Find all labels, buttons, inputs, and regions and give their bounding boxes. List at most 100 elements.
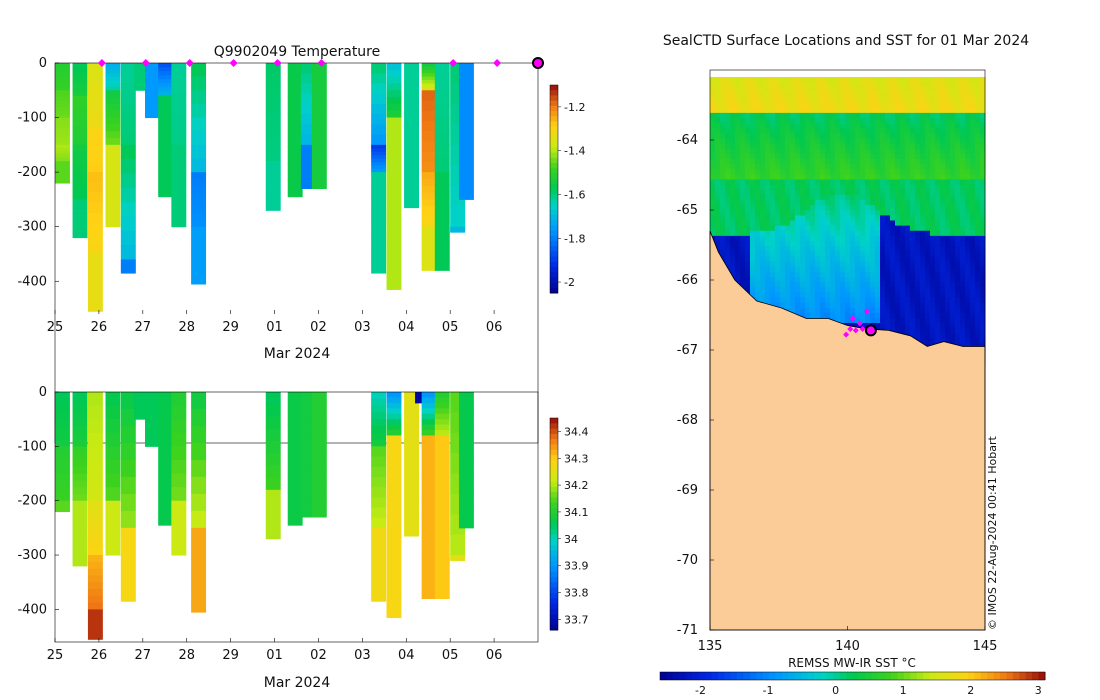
- sst-cell: [915, 189, 921, 196]
- sst-cell: [890, 251, 896, 257]
- profile-cell: [87, 527, 103, 536]
- sst-cell: [910, 128, 916, 134]
- profile-cell: [265, 502, 281, 509]
- sst-cell: [735, 194, 741, 201]
- sst-cell: [855, 169, 861, 175]
- profile-cell: [311, 485, 327, 502]
- colorbar-segment: [550, 183, 558, 190]
- sst-cell: [740, 87, 746, 93]
- sst-cell: [925, 246, 931, 252]
- sst-cell: [900, 302, 906, 309]
- sst-cell: [775, 82, 781, 88]
- profile-cell: [145, 412, 160, 420]
- colorbar-segment: [550, 476, 558, 483]
- sst-cell: [940, 102, 946, 109]
- sst-cell: [850, 123, 856, 129]
- sst-cell: [840, 215, 846, 221]
- sst-cell: [825, 200, 831, 206]
- sst-cell: [765, 102, 771, 109]
- sst-cell: [775, 148, 781, 155]
- sst-cell: [980, 317, 986, 324]
- colorbar-segment: [550, 277, 558, 284]
- sst-cell: [845, 107, 851, 114]
- sst-cell: [865, 143, 871, 150]
- sst-cell: [865, 118, 871, 124]
- sst-cell: [795, 128, 801, 134]
- profile-cell: [191, 559, 207, 571]
- sst-cell: [895, 276, 901, 283]
- sst-cell: [780, 159, 786, 165]
- sst-cell: [920, 271, 926, 278]
- sst-cell: [975, 164, 981, 170]
- sst-cell: [770, 215, 776, 221]
- sst-cell: [915, 112, 921, 119]
- sst-cell: [805, 133, 811, 139]
- sst-cell: [860, 123, 866, 129]
- sst-cell: [895, 174, 901, 180]
- colorbar-segment: [550, 550, 558, 557]
- sst-cell: [905, 215, 911, 221]
- sst-cell: [770, 292, 776, 298]
- sst-cell: [860, 312, 866, 319]
- sst-cell: [965, 256, 971, 262]
- sst-cell: [920, 194, 926, 201]
- sst-cell: [940, 87, 946, 93]
- sst-cell: [900, 241, 906, 247]
- sst-cell: [810, 87, 816, 93]
- sst-cell: [870, 174, 876, 180]
- profile-cell: [134, 76, 149, 81]
- sst-cell: [910, 107, 916, 114]
- sst-cell: [830, 271, 836, 278]
- sst-cell: [835, 107, 841, 114]
- sst-cell: [895, 148, 901, 155]
- profile-cell: [87, 268, 103, 276]
- profile-cell: [72, 192, 88, 200]
- profile-cell: [87, 112, 103, 121]
- sst-cell: [870, 164, 876, 170]
- profile-cell: [265, 532, 281, 540]
- sst-cell: [710, 184, 716, 191]
- sst-cell: [890, 174, 896, 180]
- sst-cell: [765, 251, 771, 257]
- sst-cell: [920, 333, 926, 339]
- sst-cell: [940, 194, 946, 201]
- sst-cell: [745, 112, 751, 119]
- sst-cell: [755, 261, 761, 268]
- profile-cell: [158, 171, 174, 185]
- profile-cell: [434, 397, 450, 404]
- sst-cell: [755, 77, 761, 83]
- sst-cell: [895, 302, 901, 309]
- sst-cell: [725, 210, 731, 216]
- sst-cell: [895, 82, 901, 88]
- sst-cell: [810, 102, 816, 109]
- sst-cell: [895, 107, 901, 114]
- sst-cell: [905, 128, 911, 134]
- profile-cell: [371, 487, 387, 498]
- profile-cell: [265, 416, 281, 430]
- profile-cell: [371, 517, 387, 529]
- sst-cell: [890, 271, 896, 278]
- sst-cell: [740, 174, 746, 180]
- sst-cell: [935, 133, 941, 139]
- sst-cell: [975, 261, 981, 268]
- profile-cell: [434, 435, 450, 457]
- sst-cell: [805, 200, 811, 206]
- sst-cell: [905, 169, 911, 175]
- sst-cell: [740, 153, 746, 160]
- sst-cell: [755, 143, 761, 150]
- sst-cell: [915, 128, 921, 134]
- sst-cell: [725, 159, 731, 165]
- sst-cell: [950, 317, 956, 324]
- profile-cell: [55, 114, 70, 119]
- profile-cell: [55, 100, 70, 105]
- sst-cell: [830, 133, 836, 139]
- sst-cell: [890, 225, 896, 232]
- profile-cell: [72, 223, 88, 229]
- colorbar-segment: [550, 508, 558, 514]
- sst-cell: [720, 189, 726, 196]
- sst-cell: [970, 261, 976, 268]
- sst-cell: [850, 133, 856, 139]
- sst-cell: [885, 102, 891, 109]
- sst-cell: [900, 153, 906, 160]
- sst-cell: [885, 317, 891, 324]
